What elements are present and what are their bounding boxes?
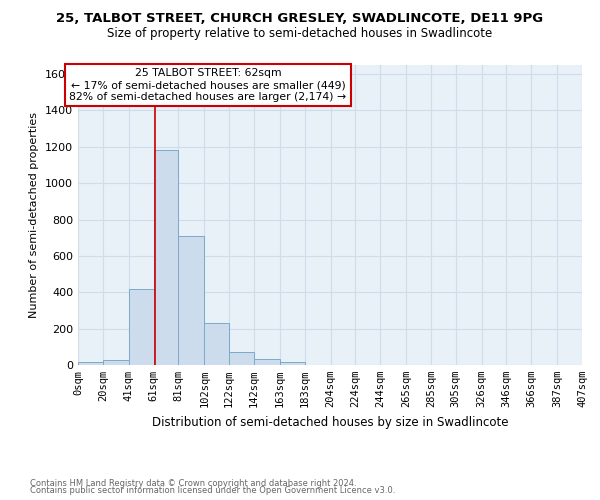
Bar — [78, 362, 103, 365]
Bar — [229, 352, 254, 365]
Bar — [129, 288, 154, 365]
Bar — [178, 236, 205, 365]
Bar — [254, 358, 280, 365]
Bar — [280, 362, 305, 365]
Y-axis label: Number of semi-detached properties: Number of semi-detached properties — [29, 112, 40, 318]
Text: 25, TALBOT STREET, CHURCH GRESLEY, SWADLINCOTE, DE11 9PG: 25, TALBOT STREET, CHURCH GRESLEY, SWADL… — [56, 12, 544, 26]
Text: Contains public sector information licensed under the Open Government Licence v3: Contains public sector information licen… — [30, 486, 395, 495]
Bar — [205, 323, 229, 365]
Text: 25 TALBOT STREET: 62sqm
← 17% of semi-detached houses are smaller (449)
82% of s: 25 TALBOT STREET: 62sqm ← 17% of semi-de… — [70, 68, 347, 102]
Text: Size of property relative to semi-detached houses in Swadlincote: Size of property relative to semi-detach… — [107, 28, 493, 40]
Bar — [154, 150, 178, 365]
Bar — [103, 360, 129, 365]
Text: Contains HM Land Registry data © Crown copyright and database right 2024.: Contains HM Land Registry data © Crown c… — [30, 478, 356, 488]
X-axis label: Distribution of semi-detached houses by size in Swadlincote: Distribution of semi-detached houses by … — [152, 416, 508, 428]
